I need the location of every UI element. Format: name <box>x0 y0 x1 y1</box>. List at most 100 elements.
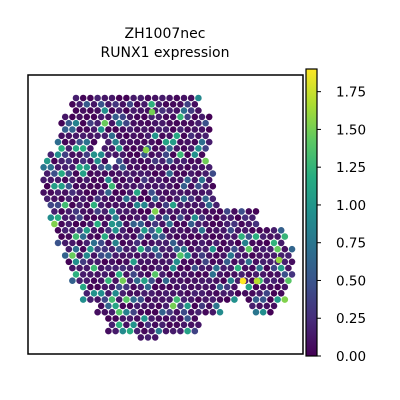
spot <box>180 271 188 278</box>
spot <box>213 290 220 297</box>
spot <box>169 201 177 209</box>
spot <box>83 227 91 234</box>
spot <box>69 201 76 209</box>
spot <box>51 195 58 203</box>
spot <box>270 227 278 234</box>
spot <box>97 214 105 221</box>
spot <box>148 239 155 247</box>
spot <box>90 164 98 171</box>
spot <box>58 233 65 240</box>
spot <box>202 271 209 278</box>
spot <box>83 113 91 121</box>
spot <box>144 170 152 177</box>
spot <box>130 233 137 240</box>
spot <box>123 182 130 190</box>
spot <box>108 132 116 140</box>
spot <box>277 290 285 297</box>
spot <box>90 101 98 108</box>
spot <box>144 182 152 190</box>
spot <box>87 107 94 114</box>
spot <box>123 321 130 329</box>
spot <box>180 308 188 316</box>
spot <box>76 214 83 221</box>
spot <box>123 119 130 127</box>
spot <box>162 101 170 108</box>
spot <box>112 189 119 196</box>
spot <box>166 271 173 278</box>
spot <box>180 321 188 329</box>
spot <box>205 264 213 272</box>
spot <box>69 176 76 184</box>
spot <box>159 170 166 177</box>
spot <box>184 302 191 310</box>
spot <box>115 157 123 165</box>
spot <box>274 296 281 303</box>
spot <box>191 315 199 322</box>
spot <box>227 252 235 259</box>
spot <box>90 201 98 209</box>
spot <box>173 220 181 228</box>
spot <box>126 264 134 272</box>
spot <box>108 119 116 127</box>
spot <box>112 164 119 171</box>
spot <box>173 107 181 114</box>
spot <box>51 182 58 190</box>
spot <box>87 220 94 228</box>
spot <box>119 277 127 285</box>
spot <box>87 195 94 203</box>
spot <box>76 176 83 184</box>
spot <box>123 157 130 165</box>
spot <box>252 258 260 266</box>
tissue-spots <box>40 94 296 341</box>
spot <box>69 227 76 234</box>
spot <box>65 195 73 203</box>
spot <box>227 264 235 272</box>
spot <box>231 245 238 253</box>
spot <box>119 164 127 171</box>
spot <box>79 195 87 203</box>
spot <box>159 145 166 152</box>
spot <box>195 321 202 329</box>
spot <box>123 195 130 203</box>
spot <box>263 302 271 310</box>
spot <box>137 145 145 152</box>
spot <box>227 214 235 221</box>
spot <box>159 208 166 215</box>
spot <box>202 132 209 140</box>
spot <box>105 101 112 108</box>
spot <box>151 258 159 266</box>
spot <box>223 258 231 266</box>
spot <box>112 252 119 259</box>
spot <box>180 132 188 140</box>
spot <box>198 290 206 297</box>
spot <box>166 94 173 102</box>
spot <box>191 176 199 184</box>
spot <box>151 245 159 253</box>
spot <box>112 214 119 221</box>
spot <box>119 302 127 310</box>
spot <box>137 132 145 140</box>
spot <box>105 315 112 322</box>
spot <box>195 119 202 127</box>
spot <box>144 308 152 316</box>
spot <box>58 182 65 190</box>
spot <box>151 145 159 152</box>
spot <box>87 271 94 278</box>
spot <box>112 151 119 158</box>
spot <box>162 264 170 272</box>
spot <box>205 176 213 184</box>
spot <box>65 119 73 127</box>
spot <box>61 113 69 121</box>
spot <box>187 245 195 253</box>
spot <box>169 252 177 259</box>
spot <box>94 271 101 278</box>
spot <box>173 233 181 240</box>
spot <box>51 220 58 228</box>
colorbar-tick-label: 0.25 <box>336 311 366 327</box>
spot <box>58 145 65 152</box>
spot <box>112 201 119 209</box>
spot <box>133 176 141 184</box>
spot <box>234 239 242 247</box>
spot <box>72 145 80 152</box>
spot <box>184 290 191 297</box>
